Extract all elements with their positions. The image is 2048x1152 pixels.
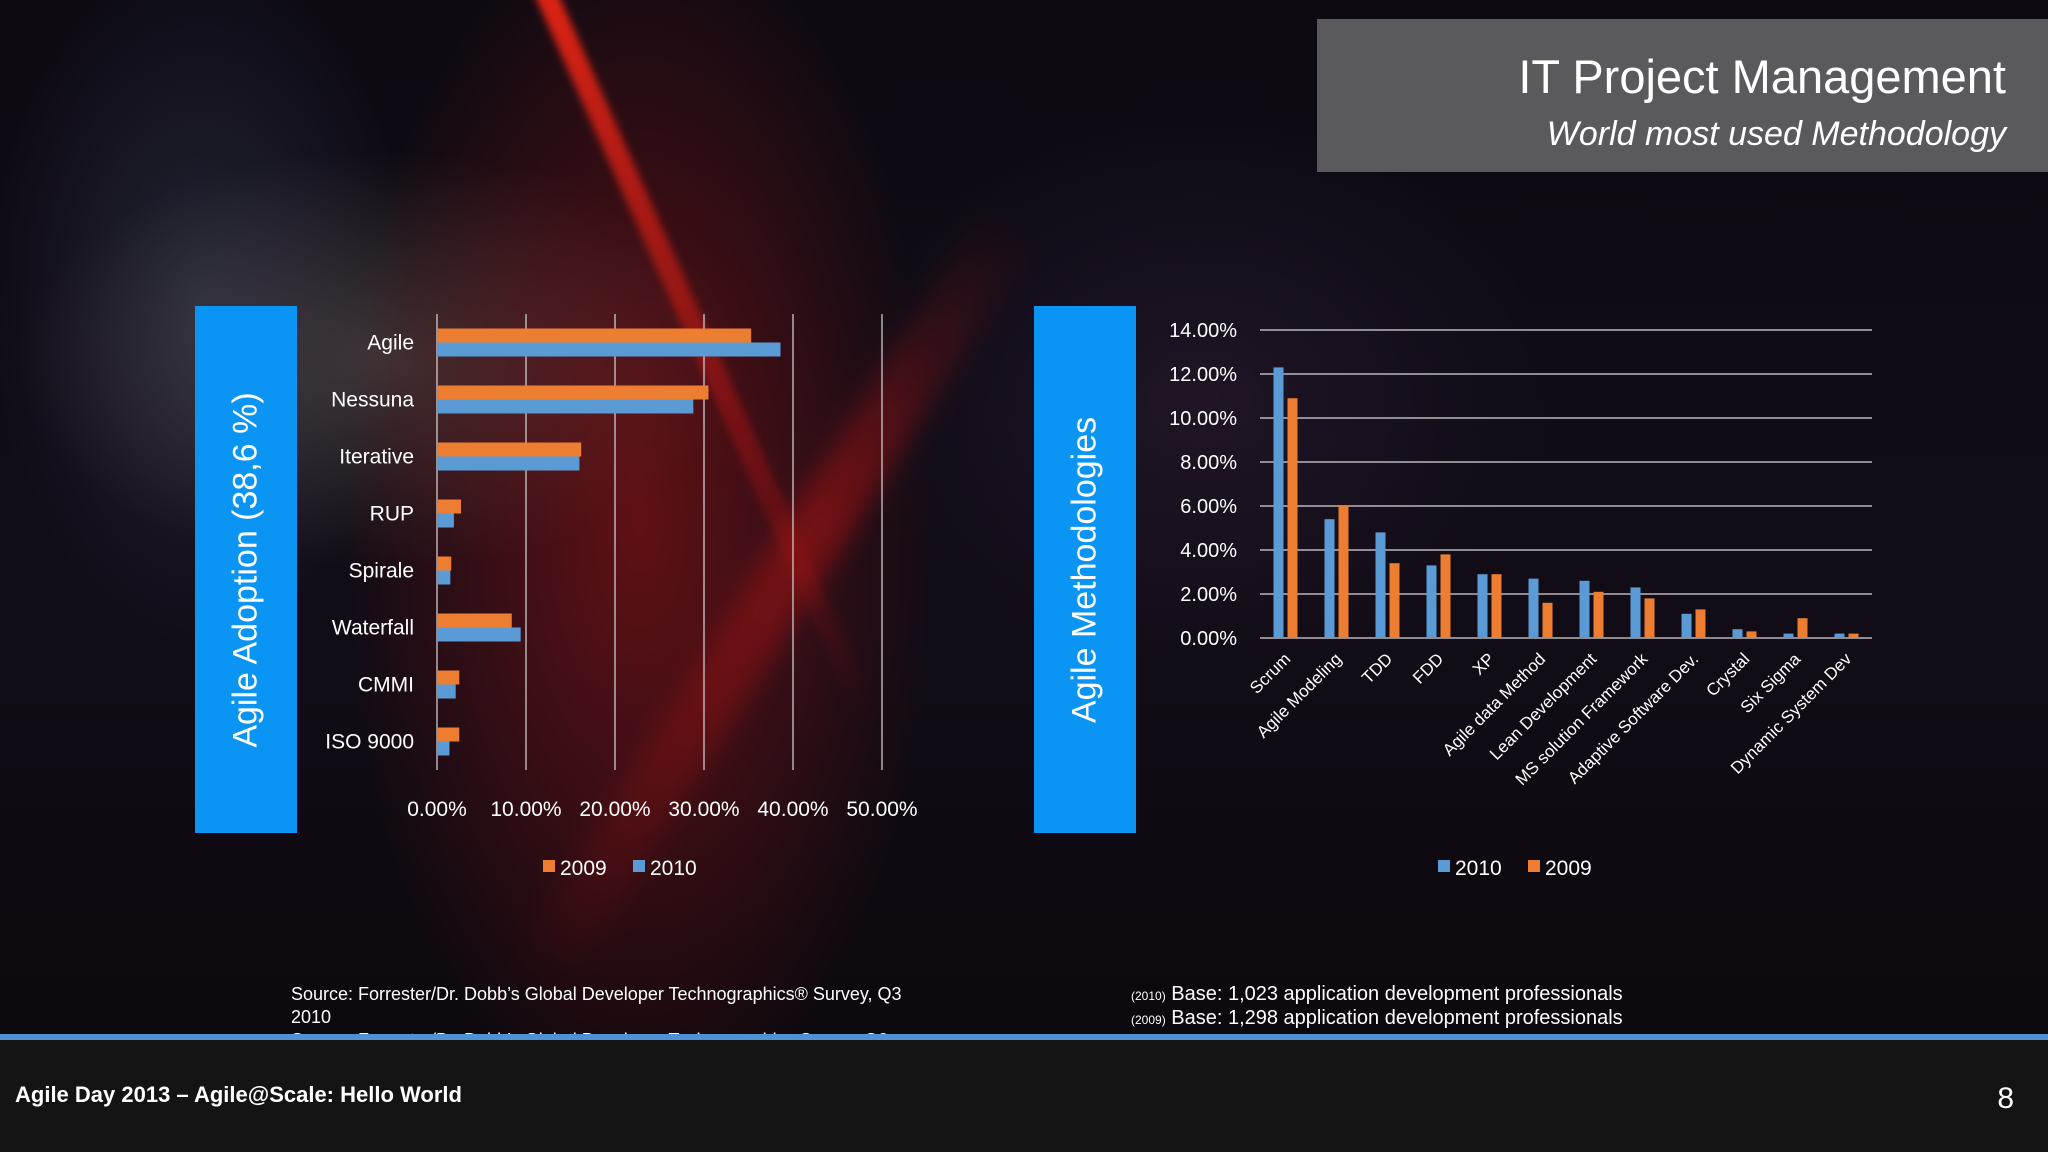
bar-2009 xyxy=(1389,563,1400,638)
x-tick-label: 40.00% xyxy=(757,798,828,821)
bar-2010 xyxy=(1579,580,1590,638)
bar-2009 xyxy=(437,670,460,685)
source-line: 2010 xyxy=(291,1007,332,1027)
category-label: XP xyxy=(1469,649,1498,678)
right-chart-label-panel: Agile Methodologies xyxy=(1034,306,1136,833)
base-note-2009: (2009) Base: 1,298 application developme… xyxy=(1131,1006,1623,1033)
bar-2010 xyxy=(437,456,580,471)
bar-2009 xyxy=(1491,574,1502,638)
bar-2010 xyxy=(1324,519,1335,638)
category-label: TDD xyxy=(1358,649,1396,687)
bar-2009 xyxy=(1695,609,1706,638)
bar-2010 xyxy=(1477,574,1488,638)
bar-2009 xyxy=(1338,506,1349,638)
y-tick-label: 12.00% xyxy=(1169,364,1237,386)
base-text: Base: 1,298 application development prof… xyxy=(1171,1007,1623,1029)
bar-2009 xyxy=(437,499,462,514)
footer-bar xyxy=(0,1040,2048,1152)
legend-label: 2010 xyxy=(650,857,697,880)
bar-2010 xyxy=(1834,633,1845,638)
bar-2010 xyxy=(437,570,451,585)
bar-2010 xyxy=(1630,587,1641,638)
source-line: Source: Forrester/Dr. Dobb’s Global Deve… xyxy=(291,984,902,1004)
category-label: ISO 9000 xyxy=(325,731,414,754)
category-label: Scrum xyxy=(1246,649,1294,697)
bar-2009 xyxy=(437,727,460,742)
bar-2009 xyxy=(1797,618,1808,638)
bar-2009 xyxy=(1287,398,1298,638)
base-year-tag: (2009) xyxy=(1131,1013,1166,1027)
bar-2010 xyxy=(1681,613,1692,638)
source-note-2010: Source: Forrester/Dr. Dobb’s Global Deve… xyxy=(291,983,902,1029)
bar-2010 xyxy=(1273,367,1284,638)
base-year-tag: (2010) xyxy=(1131,989,1166,1003)
bar-2010 xyxy=(437,513,454,528)
slide-title: IT Project Management xyxy=(1518,50,2006,103)
category-label: Nessuna xyxy=(331,389,414,412)
x-tick-label: 30.00% xyxy=(668,798,739,821)
x-tick-label: 0.00% xyxy=(407,798,467,821)
legend-label: 2009 xyxy=(1545,857,1592,880)
category-label: Agile xyxy=(367,332,414,355)
legend-swatch xyxy=(543,860,555,872)
bar-2009 xyxy=(1542,602,1553,638)
bar-2010 xyxy=(437,342,781,357)
bar-2010 xyxy=(1375,532,1386,638)
y-tick-label: 0.00% xyxy=(1180,628,1237,650)
bar-2010 xyxy=(1426,565,1437,638)
legend-label: 2009 xyxy=(560,857,607,880)
legend-swatch xyxy=(1438,860,1450,872)
legend-swatch xyxy=(1528,860,1540,872)
category-label: CMMI xyxy=(358,674,414,697)
footer-divider xyxy=(0,1034,2048,1040)
bar-2009 xyxy=(437,556,452,571)
legend-swatch xyxy=(633,860,645,872)
bar-2009 xyxy=(1848,633,1859,638)
bar-2009 xyxy=(1746,631,1757,638)
bar-2009 xyxy=(1644,598,1655,638)
legend-label: 2010 xyxy=(1455,857,1502,880)
bar-2010 xyxy=(437,684,456,699)
bar-2010 xyxy=(1528,578,1539,638)
category-label: RUP xyxy=(370,503,414,526)
y-tick-label: 14.00% xyxy=(1169,320,1237,342)
bar-2010 xyxy=(1732,629,1743,638)
bar-2009 xyxy=(437,442,582,457)
bar-2010 xyxy=(437,627,521,642)
adoption-bar-chart: 0.00% 10.00% 20.00% 30.00% 40.00% 50.00% Agile… xyxy=(325,314,918,880)
x-tick-label: 10.00% xyxy=(490,798,561,821)
page-number: 8 xyxy=(1997,1082,2014,1115)
base-note-2010: (2010) Base: 1,023 application developme… xyxy=(1131,982,1623,1009)
x-tick-label: 50.00% xyxy=(846,798,917,821)
y-tick-label: 4.00% xyxy=(1180,540,1237,562)
bar-2009 xyxy=(437,613,512,628)
slide-subtitle: World most used Methodology xyxy=(1546,115,2006,153)
category-label: Crystal xyxy=(1702,649,1753,700)
category-label: FDD xyxy=(1409,649,1447,687)
y-tick-label: 10.00% xyxy=(1169,408,1237,430)
left-chart-label: Agile Adoption (38,6 %) xyxy=(226,391,265,748)
methodologies-bar-chart: 0.00% 2.00% 4.00% 6.00% 8.00% 10.00% 12.00% 14.… xyxy=(1169,320,1872,880)
bar-2010 xyxy=(1783,633,1794,638)
left-chart-label-panel: Agile Adoption (38,6 %) xyxy=(195,306,297,833)
bar-2009 xyxy=(437,328,752,343)
y-tick-label: 2.00% xyxy=(1180,584,1237,606)
category-label: Iterative xyxy=(339,446,414,469)
bar-2010 xyxy=(437,399,694,414)
y-tick-label: 8.00% xyxy=(1180,452,1237,474)
category-label: Spirale xyxy=(349,560,414,583)
category-label: Waterfall xyxy=(332,617,414,640)
base-text: Base: 1,023 application development prof… xyxy=(1171,983,1623,1005)
title-box: IT Project Management World most used Me… xyxy=(1317,19,2048,172)
bar-2009 xyxy=(1440,554,1451,638)
bar-2009 xyxy=(437,385,709,400)
footer-text: Agile Day 2013 – Agile@Scale: Hello Worl… xyxy=(15,1082,462,1107)
y-tick-label: 6.00% xyxy=(1180,496,1237,518)
bar-2009 xyxy=(1593,591,1604,638)
x-tick-label: 20.00% xyxy=(579,798,650,821)
bar-2010 xyxy=(437,741,450,756)
right-chart-label: Agile Methodologies xyxy=(1065,416,1104,723)
